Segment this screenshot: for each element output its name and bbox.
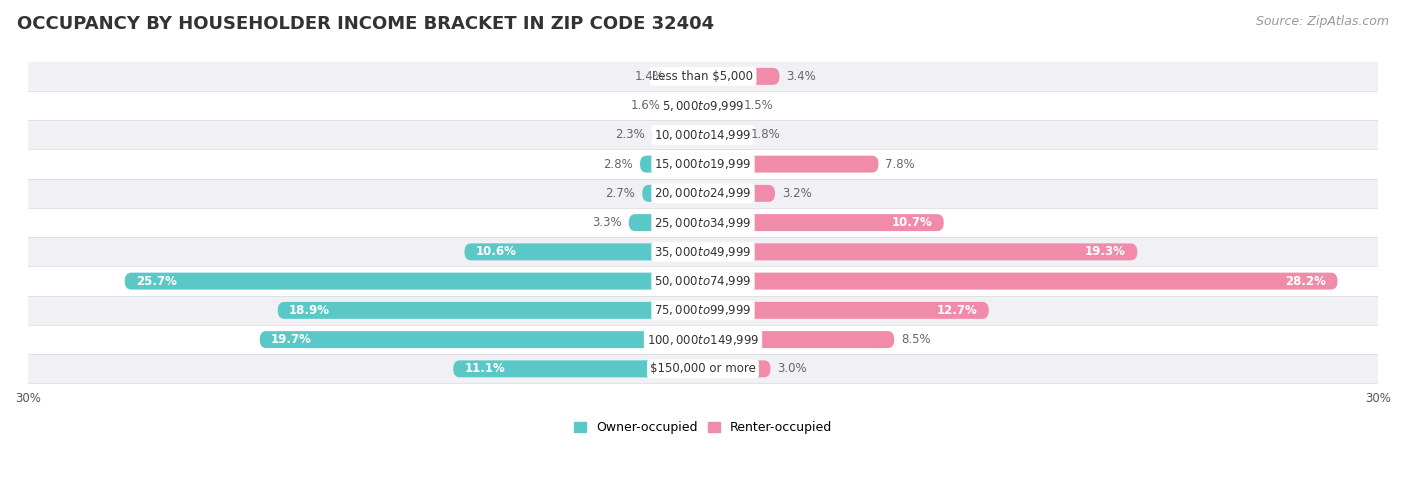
FancyBboxPatch shape [703, 244, 1137, 261]
Bar [28, 266, 1378, 296]
Text: 3.2%: 3.2% [782, 187, 811, 200]
Text: 1.4%: 1.4% [636, 70, 665, 83]
Text: 19.7%: 19.7% [271, 333, 312, 346]
Text: 19.3%: 19.3% [1085, 245, 1126, 259]
FancyBboxPatch shape [666, 97, 703, 114]
Legend: Owner-occupied, Renter-occupied: Owner-occupied, Renter-occupied [568, 416, 838, 439]
Bar [28, 120, 1378, 150]
FancyBboxPatch shape [672, 68, 703, 85]
FancyBboxPatch shape [125, 273, 703, 290]
Text: 28.2%: 28.2% [1285, 275, 1326, 288]
Text: 3.3%: 3.3% [592, 216, 621, 229]
FancyBboxPatch shape [703, 68, 779, 85]
Text: Source: ZipAtlas.com: Source: ZipAtlas.com [1256, 15, 1389, 28]
Text: Less than $5,000: Less than $5,000 [652, 70, 754, 83]
Text: $100,000 to $149,999: $100,000 to $149,999 [647, 333, 759, 347]
Text: 3.4%: 3.4% [786, 70, 815, 83]
FancyBboxPatch shape [703, 331, 894, 348]
Bar [28, 62, 1378, 91]
Text: $25,000 to $34,999: $25,000 to $34,999 [654, 216, 752, 229]
Text: $35,000 to $49,999: $35,000 to $49,999 [654, 245, 752, 259]
Text: 3.0%: 3.0% [778, 362, 807, 375]
Text: $50,000 to $74,999: $50,000 to $74,999 [654, 274, 752, 288]
FancyBboxPatch shape [260, 331, 703, 348]
Text: $20,000 to $24,999: $20,000 to $24,999 [654, 187, 752, 200]
Text: OCCUPANCY BY HOUSEHOLDER INCOME BRACKET IN ZIP CODE 32404: OCCUPANCY BY HOUSEHOLDER INCOME BRACKET … [17, 15, 714, 33]
FancyBboxPatch shape [464, 244, 703, 261]
Text: 12.7%: 12.7% [936, 304, 977, 317]
Bar [28, 325, 1378, 354]
Text: 11.1%: 11.1% [464, 362, 505, 375]
Text: 2.3%: 2.3% [614, 129, 644, 141]
FancyBboxPatch shape [628, 214, 703, 231]
Text: 1.5%: 1.5% [744, 99, 773, 112]
Text: $10,000 to $14,999: $10,000 to $14,999 [654, 128, 752, 142]
Text: 8.5%: 8.5% [901, 333, 931, 346]
FancyBboxPatch shape [643, 185, 703, 202]
FancyBboxPatch shape [651, 127, 703, 143]
FancyBboxPatch shape [453, 360, 703, 377]
FancyBboxPatch shape [703, 214, 943, 231]
FancyBboxPatch shape [703, 273, 1337, 290]
Text: 10.6%: 10.6% [475, 245, 516, 259]
Bar [28, 354, 1378, 383]
Text: 2.7%: 2.7% [606, 187, 636, 200]
Text: 25.7%: 25.7% [136, 275, 177, 288]
FancyBboxPatch shape [703, 360, 770, 377]
Text: $15,000 to $19,999: $15,000 to $19,999 [654, 157, 752, 171]
Bar [28, 91, 1378, 120]
Text: 2.8%: 2.8% [603, 158, 633, 170]
FancyBboxPatch shape [703, 97, 737, 114]
Text: $75,000 to $99,999: $75,000 to $99,999 [654, 303, 752, 318]
Bar [28, 179, 1378, 208]
Text: $150,000 or more: $150,000 or more [650, 362, 756, 375]
FancyBboxPatch shape [278, 302, 703, 319]
Text: 18.9%: 18.9% [290, 304, 330, 317]
Text: 7.8%: 7.8% [886, 158, 915, 170]
Text: 10.7%: 10.7% [891, 216, 932, 229]
Bar [28, 208, 1378, 237]
Text: 1.8%: 1.8% [751, 129, 780, 141]
Text: 1.6%: 1.6% [630, 99, 661, 112]
Bar [28, 150, 1378, 179]
FancyBboxPatch shape [703, 185, 775, 202]
Bar [28, 296, 1378, 325]
FancyBboxPatch shape [703, 302, 988, 319]
FancyBboxPatch shape [703, 127, 744, 143]
FancyBboxPatch shape [703, 156, 879, 172]
FancyBboxPatch shape [640, 156, 703, 172]
Text: $5,000 to $9,999: $5,000 to $9,999 [662, 99, 744, 112]
Bar [28, 237, 1378, 266]
